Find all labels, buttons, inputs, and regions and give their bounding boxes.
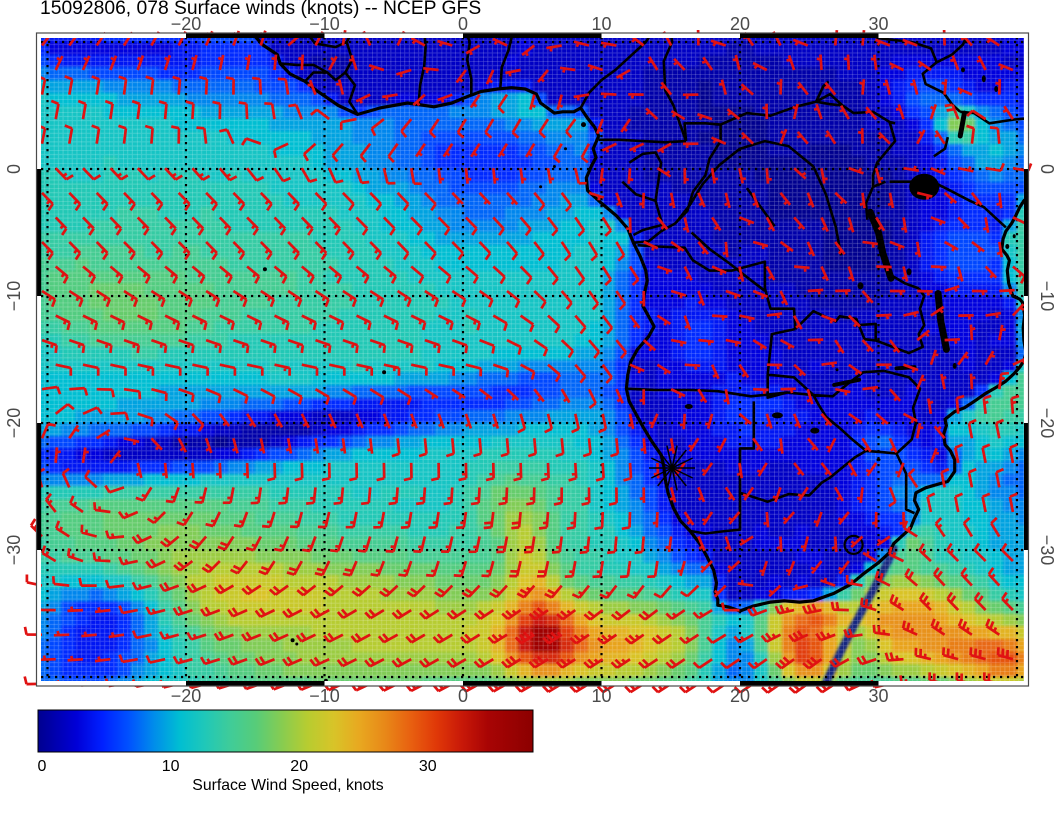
svg-text:20: 20 (730, 686, 750, 706)
svg-text:30: 30 (868, 14, 888, 34)
svg-text:0: 0 (1037, 164, 1056, 174)
svg-text:15092806, 078 Surface winds (k: 15092806, 078 Surface winds (knots) -- N… (40, 0, 481, 19)
svg-text:−10: −10 (309, 14, 340, 34)
svg-text:−30: −30 (1037, 535, 1056, 566)
svg-text:20: 20 (730, 14, 750, 34)
svg-text:20: 20 (290, 758, 308, 775)
svg-text:Surface Wind Speed, knots: Surface Wind Speed, knots (192, 777, 384, 794)
svg-text:10: 10 (591, 14, 611, 34)
svg-text:0: 0 (458, 686, 468, 706)
svg-text:0: 0 (4, 164, 24, 174)
svg-text:−20: −20 (171, 14, 202, 34)
svg-text:0: 0 (458, 14, 468, 34)
svg-text:30: 30 (868, 686, 888, 706)
svg-text:−20: −20 (171, 686, 202, 706)
svg-text:30: 30 (419, 758, 437, 775)
svg-text:10: 10 (591, 686, 611, 706)
svg-text:0: 0 (38, 758, 47, 775)
svg-text:−20: −20 (4, 408, 24, 439)
svg-text:−20: −20 (1037, 408, 1056, 439)
svg-text:−10: −10 (4, 281, 24, 312)
svg-text:−30: −30 (4, 535, 24, 566)
svg-text:−10: −10 (1037, 281, 1056, 312)
svg-text:10: 10 (162, 758, 180, 775)
svg-text:−10: −10 (309, 686, 340, 706)
